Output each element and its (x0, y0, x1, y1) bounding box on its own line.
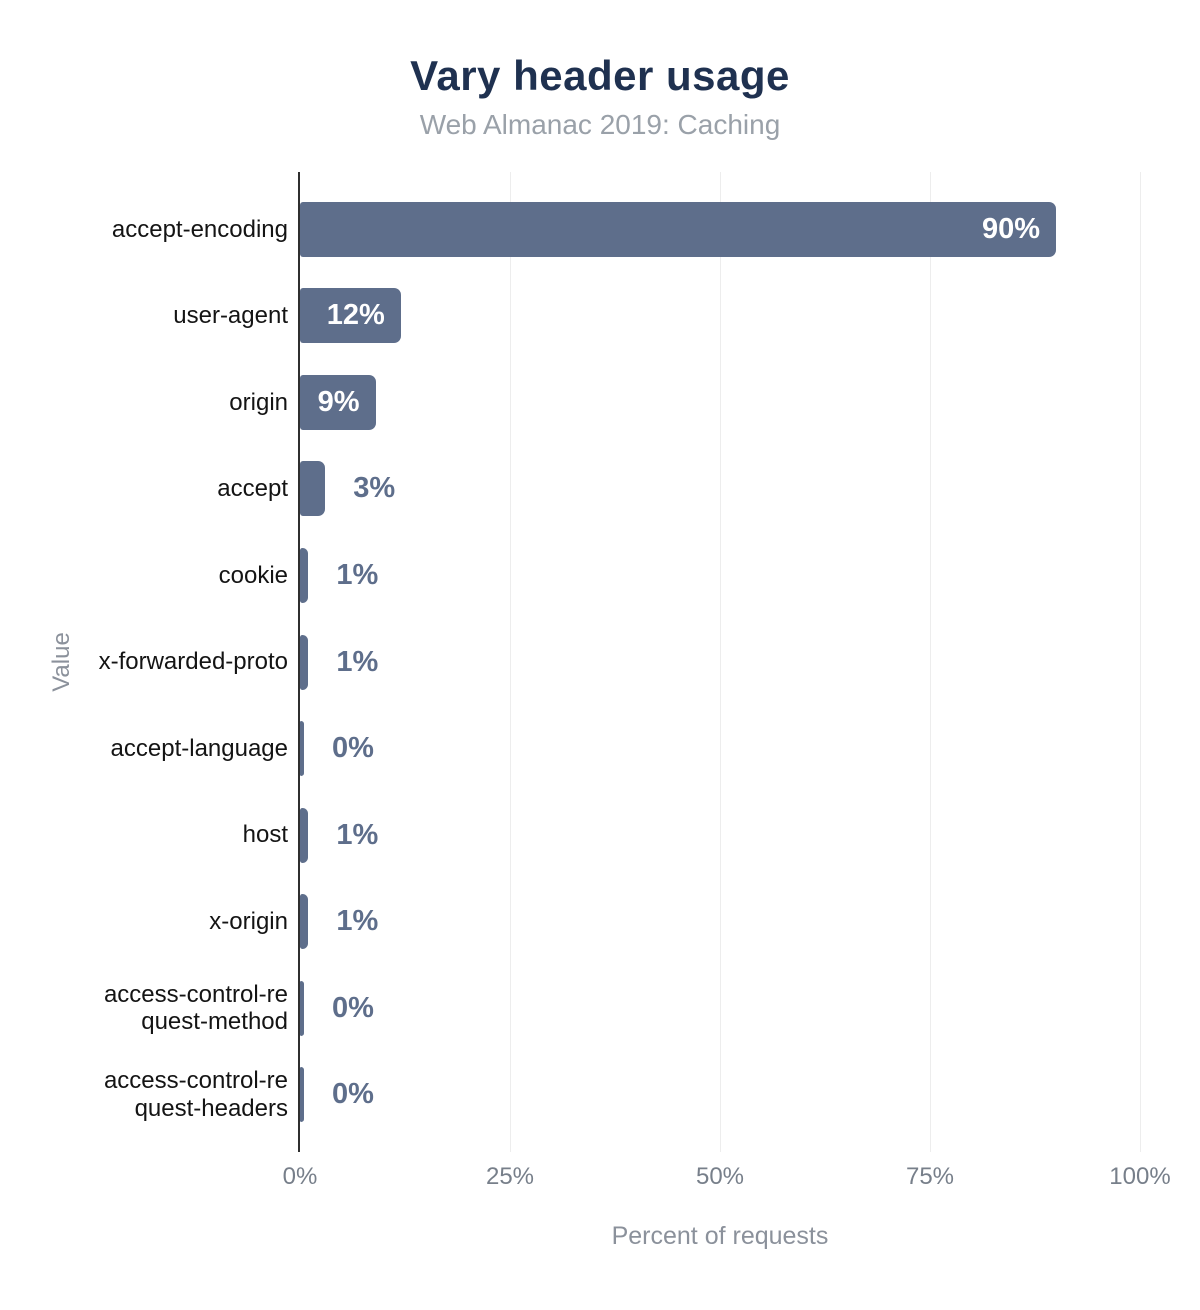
value-label: 9% (317, 385, 360, 418)
bar-row: origin 9% (0, 359, 1200, 446)
gridline-50 (720, 172, 721, 1152)
y-axis-line (298, 172, 300, 1152)
bar-accept[interactable] (300, 461, 326, 517)
bar-row: cookie 1% (0, 532, 1200, 619)
category-label: x-forwarded-proto (98, 648, 288, 676)
chart-title: Vary header usage (410, 52, 790, 99)
category-label: accept-language (110, 734, 288, 762)
bar-row: host 1% (0, 792, 1200, 879)
x-tick-label: 50% (695, 1163, 745, 1190)
bar-row: accept-language 0% (0, 705, 1200, 792)
plot-area (298, 172, 1141, 1152)
category-label: accept-encoding (111, 215, 288, 243)
category-label: host (242, 821, 288, 849)
value-label: 0% (332, 991, 374, 1024)
bar-row: x-origin 1% (0, 878, 1200, 965)
bar-row: user-agent 12% (0, 273, 1200, 360)
category-label: user-agent (173, 302, 288, 330)
x-tick-label: 100% (1109, 1163, 1171, 1190)
gridline-100 (1140, 172, 1141, 1152)
value-label: 1% (336, 905, 379, 938)
bar-x-forwarded-proto[interactable] (300, 634, 309, 690)
bar-access-control-request-method[interactable] (300, 980, 304, 1036)
chart-subtitle: Web Almanac 2019: Caching (419, 109, 781, 140)
bar-host[interactable] (300, 807, 309, 863)
value-label: 3% (353, 472, 396, 505)
category-label: access-control-re quest-method (103, 980, 288, 1036)
bar-row: access-control-re quest-method 0% (0, 965, 1200, 1052)
value-label: 1% (336, 818, 379, 851)
bar-row: access-control-re quest-headers 0% (0, 1051, 1200, 1138)
bar-access-control-request-headers[interactable] (300, 1067, 304, 1123)
bar-row: accept 3% (0, 446, 1200, 533)
bar-cookie[interactable] (300, 547, 309, 603)
bar-x-origin[interactable] (300, 894, 309, 950)
x-axis-title: Percent of requests (611, 1222, 829, 1250)
x-tick-label: 75% (905, 1163, 955, 1190)
x-tick-label: 0% (282, 1163, 318, 1190)
value-label: 0% (332, 732, 374, 765)
value-label: 1% (336, 645, 379, 678)
gridline-25 (510, 172, 511, 1152)
value-label: 12% (326, 299, 385, 332)
category-label: x-origin (209, 907, 288, 935)
category-label: origin (229, 388, 288, 416)
bar-user-agent[interactable]: 12% (300, 288, 401, 344)
category-label: cookie (218, 561, 288, 589)
value-label: 1% (336, 558, 379, 591)
bar-accept-language[interactable] (300, 721, 304, 777)
bar-rows: accept-encoding 90% user-agent 12% origin 9% a… (0, 186, 1200, 1138)
x-tick-label: 25% (485, 1163, 535, 1190)
gridline-75 (930, 172, 931, 1152)
bar-origin[interactable]: 9% (300, 374, 376, 430)
bar-accept-encoding[interactable]: 90% (300, 201, 1056, 257)
value-label: 90% (981, 212, 1040, 245)
category-label: access-control-re quest-headers (103, 1067, 288, 1122)
category-label: accept (217, 475, 288, 503)
value-label: 0% (332, 1078, 374, 1111)
bar-row: x-forwarded-proto 1% (0, 619, 1200, 706)
bar-row: accept-encoding 90% (0, 186, 1200, 273)
